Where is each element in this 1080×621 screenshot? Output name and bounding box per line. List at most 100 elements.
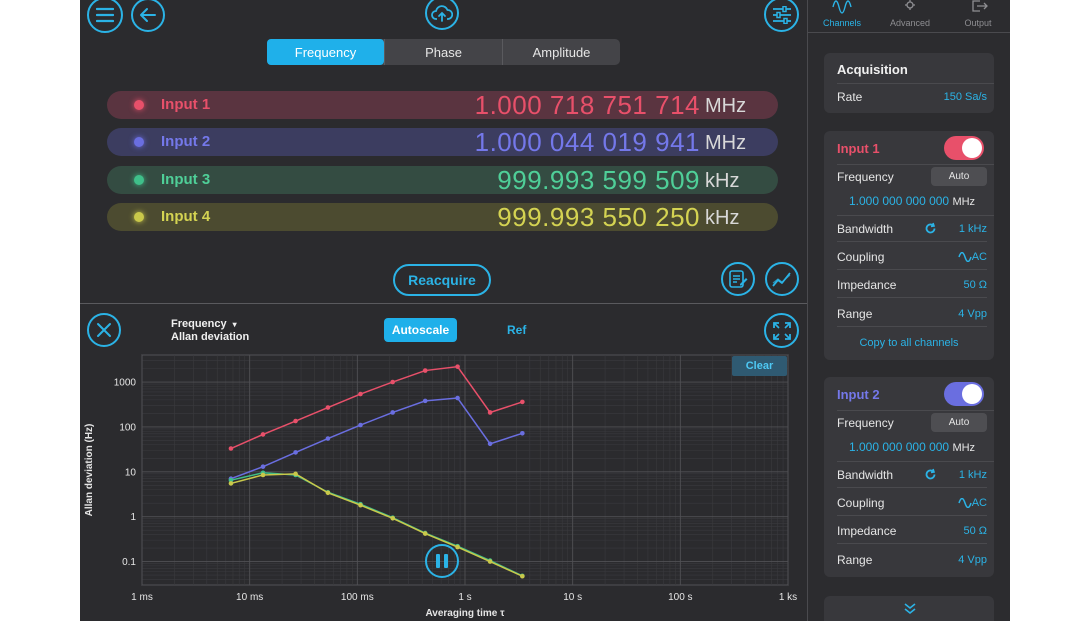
rate-row[interactable]: Rate 150 Sa/s [837,85,987,109]
input-2-toggle[interactable] [944,382,984,406]
tab-output[interactable]: Output [944,0,1010,32]
acquisition-card: Acquisition Rate 150 Sa/s [824,53,994,113]
autoscale-button[interactable]: Autoscale [384,318,457,342]
input-1-frequency-row: Frequency Auto [837,165,987,189]
channels-sidebar: Channels Advanced Output Acquisition Rat… [807,0,1010,621]
series-1-point [520,399,525,405]
refresh-icon [925,222,936,234]
input-2-coupling-row[interactable]: Coupling AC [837,491,987,516]
section-divider [80,303,807,304]
input-1-range-row[interactable]: Range 4 Vpp [837,302,987,327]
series-4-point [390,515,395,521]
sidebar-tabs: Channels Advanced Output [808,0,1010,33]
impedance-label: Impedance [837,278,897,292]
notes-button[interactable] [721,262,755,296]
frequency-auto-button[interactable]: Auto [931,413,987,432]
ac-wave-icon [958,498,972,508]
x-tick-label: 100 s [668,592,692,603]
gear-icon [905,0,915,10]
series-2-point [260,464,266,469]
copy-to-all-channels-button[interactable]: Copy to all channels [859,337,959,349]
acquisition-title: Acquisition [837,62,908,77]
input-1-impedance-row[interactable]: Impedance 50 Ω [837,273,987,298]
refresh-icon [925,468,936,480]
chevron-down-icon[interactable] [903,603,917,615]
tab-amplitude[interactable]: Amplitude [502,39,620,65]
ref-button[interactable]: Ref [507,323,527,337]
input-row-3[interactable]: Input 3 999.993 599 509 kHz [107,166,778,194]
tab-advanced[interactable]: Advanced [876,0,944,32]
input-2-range-row[interactable]: Range 4 Vpp [837,548,987,572]
divider [837,83,994,84]
x-tick-label: 1 ms [131,592,153,603]
plot-title[interactable]: Frequency ▾ Allan deviation [171,318,249,344]
frequency-number: 1.000 000 000 000 [849,194,950,208]
output-icon [972,0,988,12]
input-row-1[interactable]: Input 1 1.000 718 751 714 MHz [107,91,778,119]
input-1-bandwidth-row[interactable]: Bandwidth 1 kHz [837,217,987,242]
series-4-point [293,471,298,477]
series-1-point [390,379,395,385]
x-tick-label: 10 ms [236,592,263,603]
series-1-line [230,365,523,450]
y-tick-label: 100 [119,422,136,433]
dropdown-indicator-icon: ▾ [232,320,237,329]
input-3-indicator [134,175,144,185]
input-1-toggle[interactable] [944,136,984,160]
settings-button[interactable] [764,0,799,32]
toggle-knob [962,384,982,404]
reacquire-button[interactable]: Reacquire [393,264,491,296]
input-1-indicator [134,100,144,110]
input-2-frequency-value[interactable]: 1.000 000 000 000 MHz [849,440,975,454]
rate-value: 150 Sa/s [943,91,987,103]
range-value: 4 Vpp [958,308,987,320]
series-2-point [487,441,493,447]
close-icon [97,323,111,337]
divider [837,410,994,411]
tab-advanced-label: Advanced [889,18,931,28]
series-4-point [487,559,493,564]
pause-button[interactable] [425,544,459,578]
plot-title-statistic: Allan deviation [171,331,250,343]
tab-phase[interactable]: Phase [384,39,502,65]
back-button[interactable] [131,0,165,32]
chart-button[interactable] [765,262,799,296]
allan-deviation-chart[interactable]: 1 ms 10 ms 100 ms 1 s 10 s 100 s 1 ks 0.1 1 10 100… [80,305,807,621]
back-icon [140,8,156,22]
clear-button[interactable]: Clear [732,356,787,376]
input-2-bandwidth-row[interactable]: Bandwidth 1 kHz [837,463,987,488]
frequency-auto-button[interactable]: Auto [931,167,987,186]
series-2-point [325,436,331,441]
upload-button[interactable] [425,0,459,30]
x-tick-label: 100 ms [341,592,374,603]
menu-button[interactable] [87,0,123,33]
y-tick-label: 1 [130,512,136,523]
rate-label: Rate [837,90,863,104]
range-label: Range [837,553,873,567]
next-card-peek [824,596,994,621]
impedance-value: 50 Ω [963,279,987,291]
series-4-point [422,531,428,536]
input-2-name: Input 2 [161,133,211,150]
expand-plot-button[interactable] [764,313,799,348]
x-tick-label: 1 s [458,592,471,603]
tab-output-label: Output [964,18,992,28]
input-row-2[interactable]: Input 2 1.000 044 019 941 MHz [107,128,778,156]
input-1-coupling-row[interactable]: Coupling AC [837,245,987,270]
series-1-point [325,405,331,410]
input-2-impedance-row[interactable]: Impedance 50 Ω [837,519,987,544]
input-2-value: 1.000 044 019 941 [474,127,700,157]
tab-frequency[interactable]: Frequency [267,39,384,65]
y-tick-label: 1000 [114,378,137,389]
input-row-4[interactable]: Input 4 999.993 550 250 kHz [107,203,778,231]
close-plot-button[interactable] [87,313,121,347]
series-2-point [293,450,298,455]
input-1-frequency-value[interactable]: 1.000 000 000 000 MHz [849,194,975,208]
divider [837,215,994,216]
coupling-label: Coupling [837,496,885,510]
input-3-unit: kHz [705,170,740,192]
divider [837,164,994,165]
x-axis-label: Averaging time τ [425,608,505,619]
series-4-point [325,490,331,496]
tab-channels[interactable]: Channels [808,0,876,32]
